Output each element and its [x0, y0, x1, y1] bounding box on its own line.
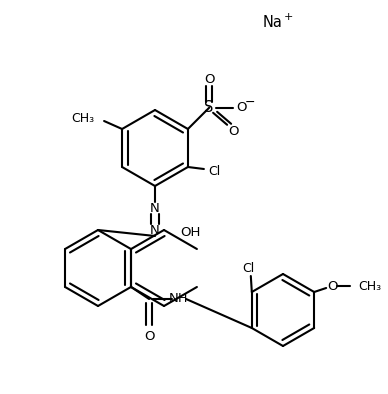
- Text: O: O: [228, 125, 238, 138]
- Text: N: N: [150, 223, 160, 236]
- Text: +: +: [283, 12, 293, 22]
- Text: Na: Na: [263, 15, 283, 30]
- Text: Cl: Cl: [242, 262, 255, 275]
- Text: OH: OH: [180, 225, 200, 238]
- Text: O: O: [327, 279, 338, 292]
- Text: O: O: [236, 101, 246, 114]
- Text: N: N: [169, 292, 179, 305]
- Text: N: N: [150, 201, 160, 214]
- Text: CH₃: CH₃: [71, 112, 94, 125]
- Text: O: O: [144, 329, 154, 342]
- Text: −: −: [245, 96, 255, 109]
- Text: CH₃: CH₃: [358, 279, 381, 292]
- Text: S: S: [204, 100, 214, 115]
- Text: Cl: Cl: [208, 165, 220, 178]
- Text: O: O: [204, 73, 214, 86]
- Text: H: H: [177, 292, 187, 305]
